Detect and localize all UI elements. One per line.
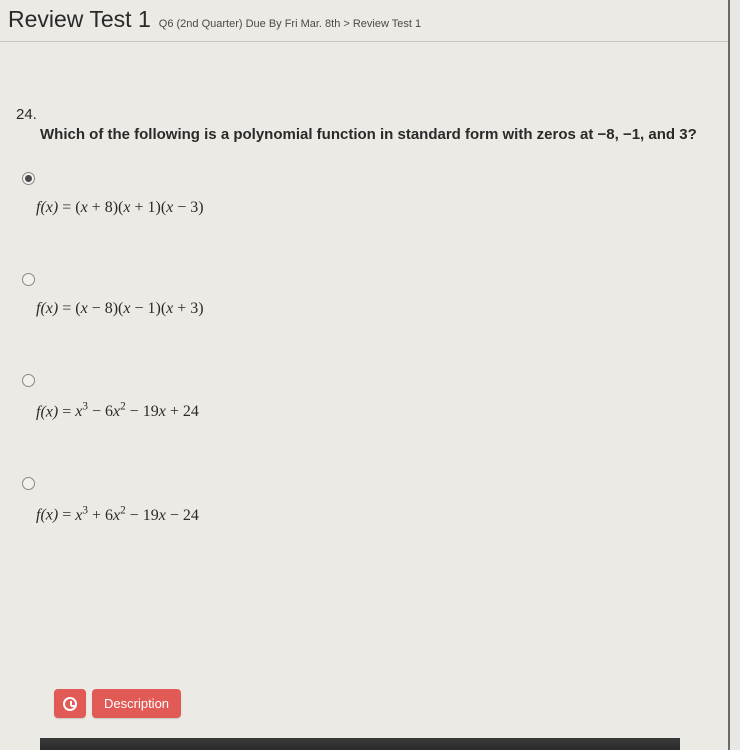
fx-label: f(x)	[36, 507, 58, 524]
option-3-text: f(x) = x3 − 6x2 − 19x + 24	[36, 401, 204, 421]
radio-option-2[interactable]	[22, 273, 35, 286]
taskbar-shadow	[40, 738, 680, 750]
option-2-text: f(x) = (x − 8)(x − 1)(x + 3)	[36, 300, 204, 318]
expression: x3 + 6x2 − 19x − 24	[75, 507, 199, 524]
option-4: f(x) = x3 + 6x2 − 19x − 24	[22, 477, 204, 524]
equals-sign: =	[62, 300, 71, 317]
question-number: 24.	[16, 106, 37, 123]
equals-sign: =	[62, 403, 71, 420]
equals-sign: =	[62, 507, 71, 524]
option-1-text: f(x) = (x + 8)(x + 1)(x − 3)	[36, 199, 204, 217]
header: Review Test 1 Q6 (2nd Quarter) Due By Fr…	[0, 0, 728, 42]
option-1: f(x) = (x + 8)(x + 1)(x − 3)	[22, 172, 204, 217]
option-3: f(x) = x3 − 6x2 − 19x + 24	[22, 374, 204, 421]
clock-icon	[63, 697, 77, 711]
history-button[interactable]	[54, 689, 86, 718]
option-2: f(x) = (x − 8)(x − 1)(x + 3)	[22, 273, 204, 318]
description-button[interactable]: Description	[92, 689, 181, 718]
option-4-text: f(x) = x3 + 6x2 − 19x − 24	[36, 504, 204, 524]
fx-label: f(x)	[36, 199, 58, 216]
radio-option-3[interactable]	[22, 374, 35, 387]
expression: (x − 8)(x − 1)(x + 3)	[75, 300, 203, 317]
radio-option-4[interactable]	[22, 477, 35, 490]
page-title: Review Test 1	[8, 6, 151, 33]
quiz-screen: Review Test 1 Q6 (2nd Quarter) Due By Fr…	[0, 0, 730, 750]
question-prompt: Which of the following is a polynomial f…	[40, 126, 697, 143]
fx-label: f(x)	[36, 403, 58, 420]
expression: x3 − 6x2 − 19x + 24	[75, 403, 199, 420]
breadcrumb: Q6 (2nd Quarter) Due By Fri Mar. 8th > R…	[159, 18, 421, 30]
fx-label: f(x)	[36, 300, 58, 317]
title-row: Review Test 1 Q6 (2nd Quarter) Due By Fr…	[8, 6, 720, 33]
answer-options: f(x) = (x + 8)(x + 1)(x − 3) f(x) = (x −…	[22, 172, 204, 581]
equals-sign: =	[62, 199, 71, 216]
footer-buttons: Description	[54, 689, 181, 718]
expression: (x + 8)(x + 1)(x − 3)	[75, 199, 203, 216]
radio-option-1[interactable]	[22, 172, 35, 185]
